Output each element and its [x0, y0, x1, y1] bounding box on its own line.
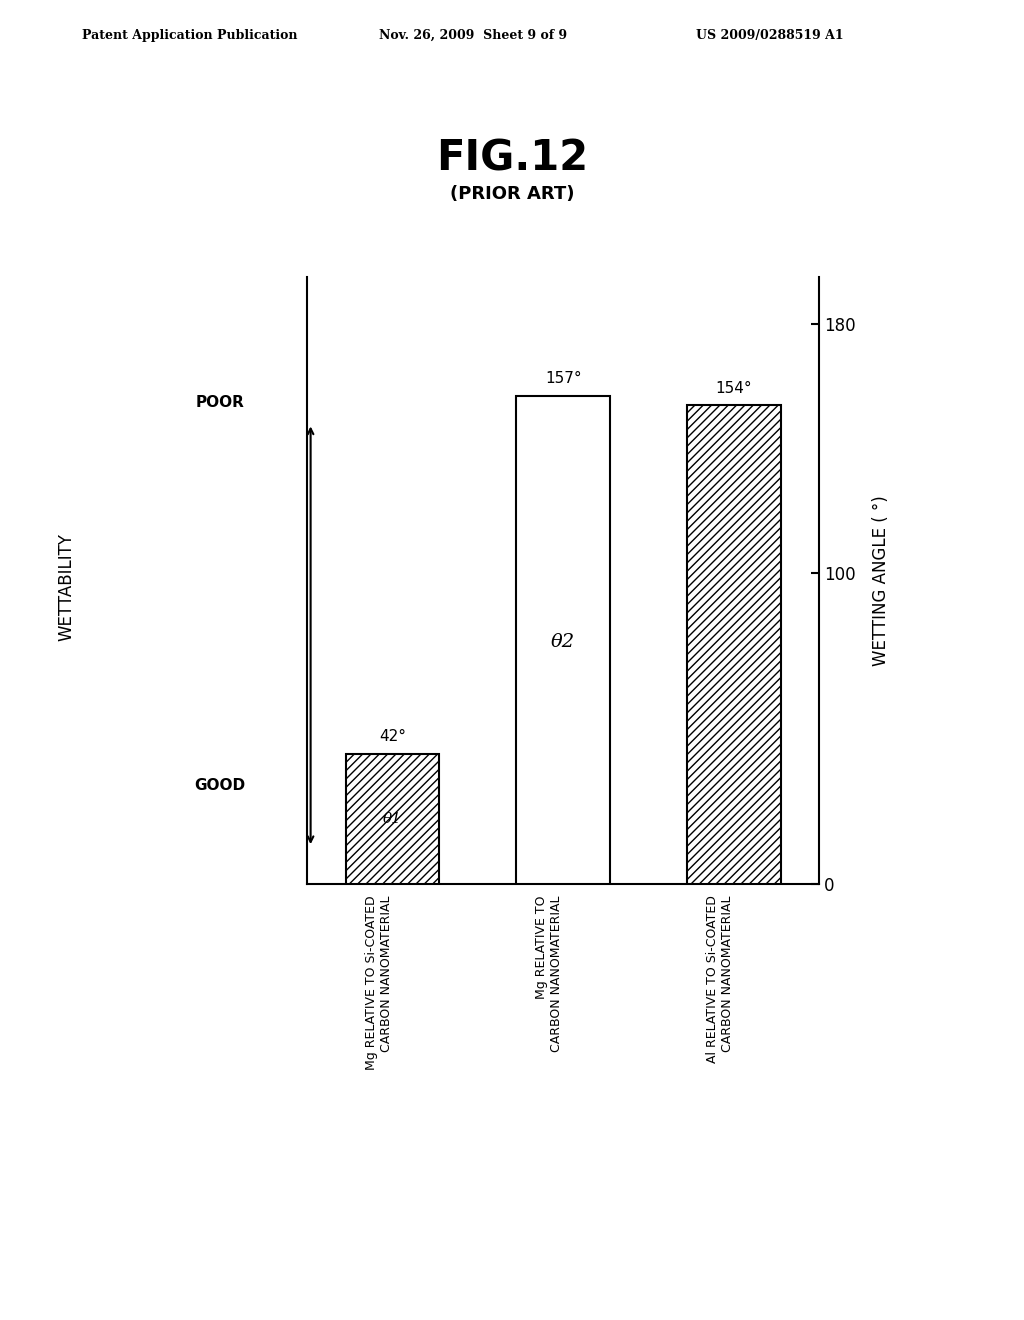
- Text: FIG.12: FIG.12: [436, 137, 588, 180]
- Text: 157°: 157°: [545, 371, 582, 387]
- Y-axis label: WETTING ANGLE ( °): WETTING ANGLE ( °): [872, 495, 890, 667]
- Text: θ2: θ2: [551, 632, 575, 651]
- Text: US 2009/0288519 A1: US 2009/0288519 A1: [696, 29, 844, 42]
- Text: 154°: 154°: [716, 380, 753, 396]
- Bar: [516, 396, 610, 884]
- Text: (PRIOR ART): (PRIOR ART): [450, 185, 574, 203]
- Text: POOR: POOR: [196, 395, 245, 411]
- Text: Nov. 26, 2009  Sheet 9 of 9: Nov. 26, 2009 Sheet 9 of 9: [379, 29, 567, 42]
- Text: WETTABILITY: WETTABILITY: [57, 533, 76, 642]
- Text: Patent Application Publication: Patent Application Publication: [82, 29, 297, 42]
- Text: GOOD: GOOD: [195, 777, 246, 793]
- Bar: [687, 405, 780, 884]
- Bar: [345, 754, 439, 884]
- Text: θ1: θ1: [383, 812, 402, 826]
- Text: 42°: 42°: [379, 729, 407, 744]
